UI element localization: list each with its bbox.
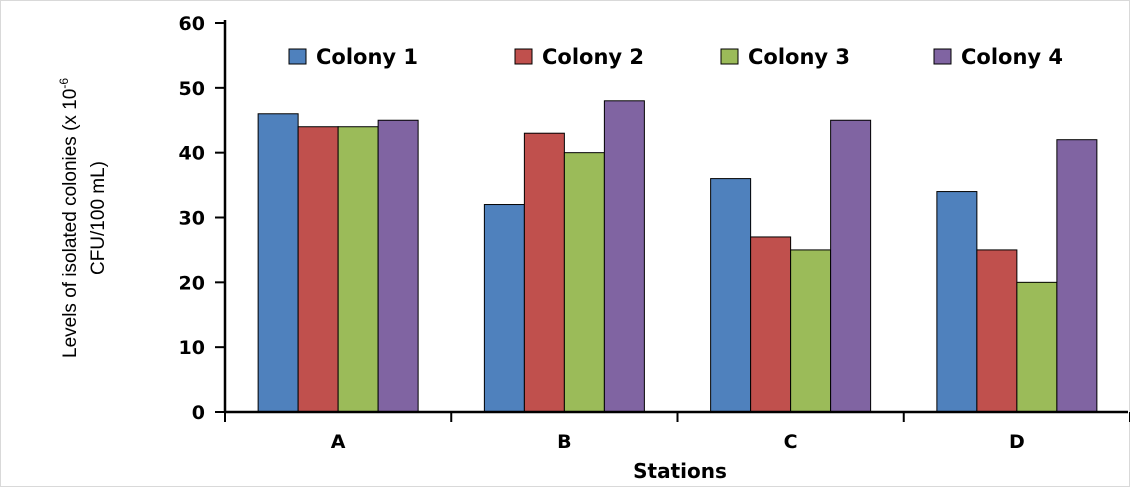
axes-group: 0 10 20 30 40 50 60 A B C D bbox=[179, 13, 1130, 453]
bar-colony-1-d bbox=[936, 191, 978, 413]
legend-label-1: Colony 1 bbox=[316, 45, 418, 69]
legend: Colony 1 Colony 2 Colony 3 Colony 4 bbox=[288, 45, 1063, 69]
bar-colony-4-c bbox=[830, 119, 872, 413]
bar-colony-1-c bbox=[710, 178, 752, 413]
y-tick-label: 10 bbox=[179, 337, 205, 359]
legend-swatch-2 bbox=[514, 48, 533, 65]
bar-colony-3-a bbox=[337, 126, 379, 413]
bar-colony-4-a bbox=[377, 119, 419, 413]
legend-label-4: Colony 4 bbox=[961, 45, 1063, 69]
bar-colony-4-b bbox=[603, 100, 645, 413]
y-tick-label: 60 bbox=[179, 13, 205, 35]
bar-colony-3-b bbox=[563, 152, 605, 413]
y-tick-label: 0 bbox=[192, 402, 205, 424]
bar-colony-4-d bbox=[1056, 139, 1098, 413]
bar-colony-2-d bbox=[976, 249, 1018, 413]
legend-label-2: Colony 2 bbox=[542, 45, 644, 69]
bar-colony-1-a bbox=[257, 113, 299, 413]
y-tick-label: 40 bbox=[179, 143, 205, 165]
bars-group bbox=[257, 100, 1098, 413]
bar-colony-1-b bbox=[483, 204, 525, 413]
x-tick-label: A bbox=[331, 431, 346, 453]
bar-colony-2-a bbox=[297, 126, 339, 413]
legend-label-3: Colony 3 bbox=[748, 45, 850, 69]
y-axis-label-line2: CFU/100 mL) bbox=[88, 161, 109, 275]
y-tick-label: 20 bbox=[179, 272, 205, 294]
legend-swatch-3 bbox=[720, 48, 739, 65]
legend-swatch-1 bbox=[288, 48, 307, 65]
bar-colony-2-b bbox=[523, 132, 565, 413]
bar-colony-2-c bbox=[750, 236, 792, 413]
y-axis-label-superscript: -6 bbox=[57, 78, 71, 89]
bar-colony-3-c bbox=[790, 249, 832, 413]
y-tick-label: 30 bbox=[179, 208, 205, 230]
x-axis-label: Stations bbox=[633, 459, 727, 483]
bar-colony-3-d bbox=[1016, 281, 1058, 413]
legend-swatch-4 bbox=[933, 48, 952, 65]
x-tick-label: C bbox=[784, 431, 798, 453]
y-tick-label: 50 bbox=[179, 78, 205, 100]
y-axis-label: Levels of isolated colonies (x 10-6 bbox=[57, 78, 81, 358]
x-tick-label: B bbox=[557, 431, 571, 453]
y-axis-label-line1: Levels of isolated colonies (x 10 bbox=[60, 89, 81, 358]
x-tick-label: D bbox=[1009, 431, 1025, 453]
